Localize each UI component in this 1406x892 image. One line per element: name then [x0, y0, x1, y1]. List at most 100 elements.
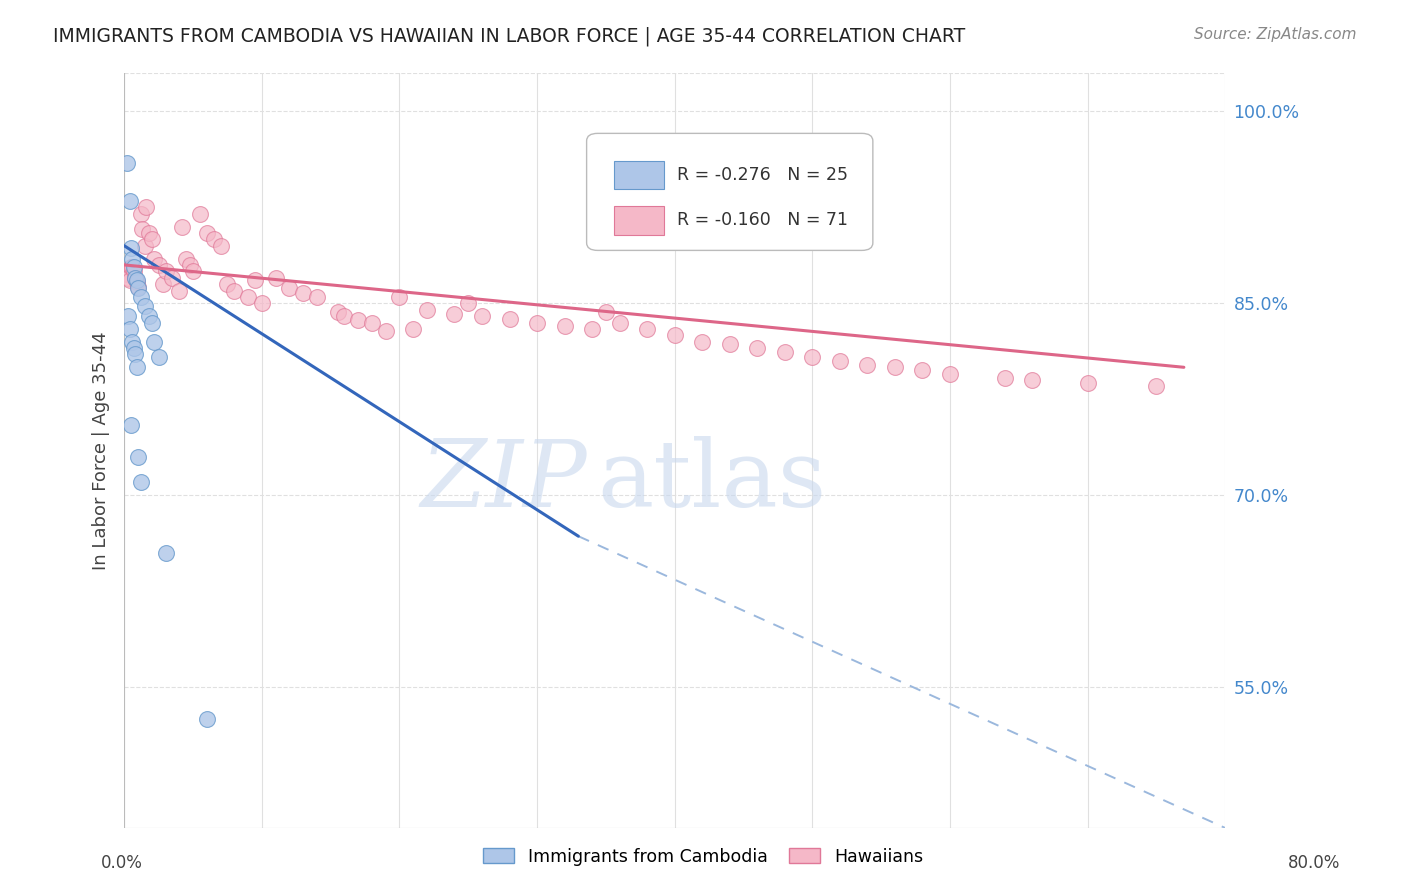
Point — [125, 273, 148, 287]
Point — [374, 325, 396, 339]
Point — [264, 270, 287, 285]
Point — [135, 200, 157, 214]
Point — [121, 260, 143, 275]
Point — [127, 281, 149, 295]
Point — [141, 316, 163, 330]
Point — [326, 305, 349, 319]
Point — [127, 450, 149, 464]
Point — [155, 264, 177, 278]
Point — [115, 267, 138, 281]
Point — [718, 337, 741, 351]
Point — [994, 370, 1017, 384]
Point — [911, 363, 934, 377]
Point — [883, 360, 905, 375]
Point — [939, 367, 962, 381]
Point — [152, 277, 174, 292]
Point — [856, 358, 879, 372]
Point — [801, 350, 824, 364]
Point — [129, 207, 152, 221]
Point — [278, 281, 301, 295]
FancyBboxPatch shape — [614, 161, 664, 189]
Point — [117, 309, 139, 323]
Point — [124, 270, 146, 285]
Point — [118, 322, 141, 336]
Point — [124, 270, 146, 285]
Point — [416, 302, 439, 317]
Point — [581, 322, 603, 336]
Point — [118, 194, 141, 208]
Point — [118, 273, 141, 287]
Point — [122, 260, 145, 275]
Point — [443, 307, 465, 321]
Point — [129, 290, 152, 304]
Point — [1144, 379, 1167, 393]
Point — [121, 334, 143, 349]
FancyBboxPatch shape — [614, 206, 664, 235]
Point — [243, 273, 266, 287]
Point — [129, 475, 152, 490]
Point — [224, 284, 246, 298]
Point — [1076, 376, 1098, 390]
Point — [526, 316, 548, 330]
Point — [773, 345, 796, 359]
Point — [217, 277, 239, 292]
Point — [134, 238, 156, 252]
Point — [457, 296, 479, 310]
Point — [747, 341, 769, 355]
Legend: Immigrants from Cambodia, Hawaiians: Immigrants from Cambodia, Hawaiians — [477, 841, 929, 872]
Point — [388, 290, 411, 304]
Point — [138, 309, 160, 323]
Point — [690, 334, 713, 349]
Point — [131, 222, 153, 236]
Point — [155, 546, 177, 560]
Point — [209, 238, 232, 252]
Point — [554, 319, 576, 334]
Point — [181, 264, 204, 278]
Point — [117, 270, 139, 285]
Point — [195, 226, 218, 240]
Point — [169, 284, 191, 298]
Text: R = -0.276   N = 25: R = -0.276 N = 25 — [676, 166, 848, 184]
Point — [361, 316, 384, 330]
Y-axis label: In Labor Force | Age 35-44: In Labor Force | Age 35-44 — [93, 331, 110, 570]
Text: ZIP: ZIP — [420, 435, 586, 525]
Point — [121, 252, 143, 266]
Point — [138, 226, 160, 240]
Text: 0.0%: 0.0% — [101, 854, 143, 871]
Text: R = -0.160   N = 71: R = -0.160 N = 71 — [676, 211, 848, 229]
Point — [141, 232, 163, 246]
Point — [120, 241, 142, 255]
Point — [471, 309, 494, 323]
Point — [134, 299, 156, 313]
Text: IMMIGRANTS FROM CAMBODIA VS HAWAIIAN IN LABOR FORCE | AGE 35-44 CORRELATION CHAR: IMMIGRANTS FROM CAMBODIA VS HAWAIIAN IN … — [53, 27, 966, 46]
Point — [1021, 373, 1043, 387]
Point — [122, 264, 145, 278]
Text: Source: ZipAtlas.com: Source: ZipAtlas.com — [1194, 27, 1357, 42]
Point — [125, 275, 148, 289]
Point — [402, 322, 425, 336]
FancyBboxPatch shape — [586, 134, 873, 251]
Point — [143, 334, 166, 349]
Point — [609, 316, 631, 330]
Point — [202, 232, 225, 246]
Point — [143, 252, 166, 266]
Point — [498, 311, 520, 326]
Point — [120, 417, 142, 432]
Point — [347, 313, 370, 327]
Point — [828, 354, 851, 368]
Point — [595, 305, 617, 319]
Point — [305, 290, 328, 304]
Point — [148, 350, 170, 364]
Point — [148, 258, 170, 272]
Point — [664, 328, 686, 343]
Point — [127, 279, 149, 293]
Point — [120, 260, 142, 275]
Text: atlas: atlas — [598, 435, 827, 525]
Point — [125, 360, 148, 375]
Text: 80.0%: 80.0% — [1288, 854, 1340, 871]
Point — [333, 309, 356, 323]
Point — [174, 252, 197, 266]
Point — [162, 270, 184, 285]
Point — [122, 341, 145, 355]
Point — [636, 322, 658, 336]
